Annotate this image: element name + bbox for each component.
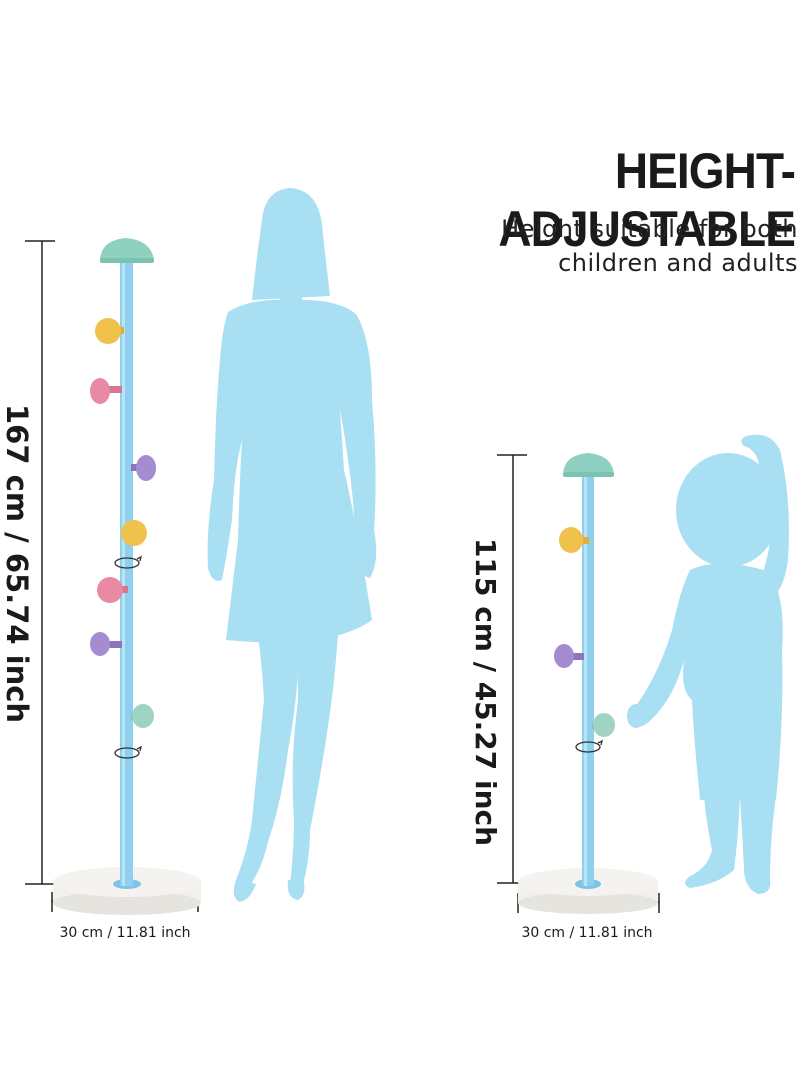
hook-mint-2 <box>592 713 615 737</box>
hook-mint-1 <box>131 704 154 728</box>
subtitle-line-2: children and adults <box>558 249 798 277</box>
short-width-label: 30 cm / 11.81 inch <box>521 925 653 941</box>
child-silhouette <box>627 434 789 894</box>
hook-yellow-3 <box>559 527 589 553</box>
hook-pink-1 <box>90 378 122 404</box>
tall-rack-pole <box>120 258 133 886</box>
page-title: HEIGHT-ADJUSTABLE <box>498 143 796 257</box>
rotation-arrow-icon <box>575 739 603 753</box>
rotation-arrow-icon <box>114 555 142 569</box>
short-rack-pole <box>582 472 594 886</box>
tall-width-label: 30 cm / 11.81 inch <box>59 925 191 941</box>
hook-yellow-1 <box>95 318 124 344</box>
hook-yellow-2 <box>121 520 147 546</box>
subtitle-line-1: Height suitable for both <box>501 215 798 243</box>
hook-purple-2 <box>90 632 122 656</box>
hook-purple-1 <box>131 455 156 481</box>
hook-pink-2 <box>97 577 128 603</box>
subtitle: Height suitable for both children and ad… <box>378 212 798 280</box>
tall-height-dimension-line <box>25 240 55 885</box>
short-coat-rack <box>518 453 658 914</box>
tall-coat-rack <box>53 238 201 915</box>
short-rack-cap <box>563 453 614 474</box>
tall-rack-cap <box>100 238 154 260</box>
woman-silhouette <box>207 188 377 902</box>
short-height-label: 115 cm / 45.27 inch <box>469 538 502 847</box>
rotation-arrow-icon <box>114 745 142 759</box>
tall-height-label: 167 cm / 65.74 inch <box>0 404 34 724</box>
hook-purple-3 <box>554 644 584 668</box>
